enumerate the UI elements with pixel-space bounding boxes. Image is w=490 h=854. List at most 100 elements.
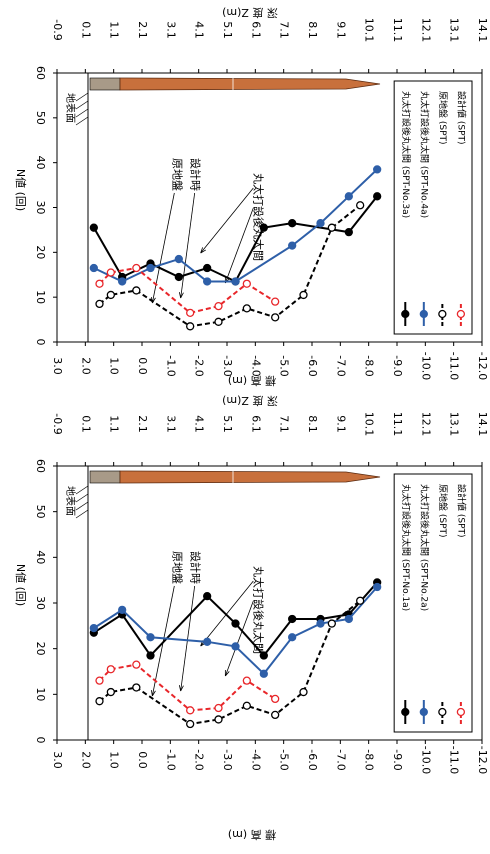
data-point: [119, 278, 126, 285]
x2-axis-title: 深 度 Z(m): [222, 6, 278, 20]
data-point: [374, 166, 381, 173]
x-tick-label: -5.0: [278, 355, 291, 376]
data-point: [96, 698, 103, 705]
x2-tick-label: 7.1: [278, 415, 291, 433]
data-point: [147, 652, 154, 659]
x2-tick-label: 0.1: [79, 415, 92, 433]
x-tick-label: 3.0: [51, 751, 64, 769]
legend-marker: [420, 709, 427, 716]
legend-marker: [420, 311, 427, 318]
x2-tick-label: 0.1: [79, 21, 92, 39]
data-point: [289, 615, 296, 622]
x2-tick-label: -0.9: [51, 413, 64, 434]
legend-marker: [402, 709, 409, 716]
data-point: [187, 707, 194, 714]
y-tick-label: 40: [34, 156, 47, 170]
data-point: [260, 652, 267, 659]
x2-tick-label: 4.1: [193, 21, 206, 39]
data-point: [147, 634, 154, 641]
ground-label: 地表面: [64, 93, 77, 123]
data-point: [289, 634, 296, 641]
data-point: [374, 584, 381, 591]
data-point: [107, 666, 114, 673]
x-tick-label: 1.0: [108, 751, 121, 769]
x2-tick-label: 8.1: [306, 415, 319, 433]
x2-tick-label: 9.1: [334, 21, 347, 39]
x-tick-label: -6.0: [306, 355, 319, 376]
x-tick-label: 0.0: [136, 357, 149, 375]
x2-tick-label: 5.1: [221, 21, 234, 39]
data-point: [133, 684, 140, 691]
legend-label: 丸太打設後丸太間 (SPT-No.4a): [418, 91, 430, 218]
x2-tick-label: 6.1: [249, 415, 262, 433]
data-point: [357, 597, 364, 604]
legend: 丸太打設後丸太間 (SPT-No.1a)丸太打設後丸太間 (SPT-No.2a)…: [394, 474, 472, 732]
data-point: [317, 620, 324, 627]
y-tick-label: 20: [34, 245, 47, 259]
data-point: [204, 278, 211, 285]
log-head: [90, 471, 120, 483]
data-point: [345, 229, 352, 236]
y-tick-label: 0: [34, 339, 47, 346]
legend-marker: [439, 709, 446, 716]
data-point: [300, 689, 307, 696]
data-point: [345, 193, 352, 200]
x2-tick-label: 10.1: [363, 412, 376, 437]
data-point: [289, 220, 296, 227]
annotation: 設計時: [189, 551, 203, 584]
data-point: [133, 287, 140, 294]
figure: 01020304050603.02.01.00.0-1.0-2.0-3.0-4.…: [0, 0, 490, 854]
data-point: [96, 300, 103, 307]
y-tick-label: 10: [34, 290, 47, 304]
y-tick-label: 40: [34, 550, 47, 564]
x2-tick-label: 13.1: [448, 18, 461, 43]
data-point: [232, 643, 239, 650]
legend-label: 原地盤 (SPT): [437, 484, 449, 538]
legend-label: 設計値 (SPT): [455, 91, 467, 145]
data-point: [96, 280, 103, 287]
x-tick-label: -11.0: [448, 746, 461, 774]
data-point: [187, 309, 194, 316]
data-point: [260, 670, 267, 677]
x-tick-label: 2.0: [79, 357, 92, 375]
x2-tick-label: 2.1: [136, 21, 149, 39]
data-point: [232, 278, 239, 285]
data-point: [175, 273, 182, 280]
x2-tick-label: 13.1: [448, 412, 461, 437]
x2-tick-label: 3.1: [164, 21, 177, 39]
x2-tick-label: 10.1: [363, 18, 376, 43]
legend-marker: [402, 311, 409, 318]
y-tick-label: 20: [34, 642, 47, 656]
y-axis-title: N値 (回): [14, 564, 27, 606]
legend-label: 丸太打設後丸太間 (SPT-No.3a): [400, 91, 412, 218]
data-point: [289, 242, 296, 249]
annotation: 原地盤: [170, 158, 183, 191]
data-point: [260, 224, 267, 231]
data-point: [204, 265, 211, 272]
legend-label: 丸太打設後丸太間 (SPT-No.2a): [418, 484, 430, 611]
data-point: [107, 269, 114, 276]
log-head: [90, 78, 120, 90]
x-tick-label: 1.0: [108, 357, 121, 375]
data-point: [357, 202, 364, 209]
x-tick-label: -1.0: [164, 749, 177, 770]
data-point: [90, 625, 97, 632]
x2-tick-label: 12.1: [419, 18, 432, 43]
data-point: [175, 256, 182, 263]
data-point: [107, 689, 114, 696]
data-point: [272, 711, 279, 718]
x-tick-label: -4.0: [249, 355, 262, 376]
y-tick-label: 30: [34, 201, 47, 215]
x-tick-label: -6.0: [306, 749, 319, 770]
x2-tick-label: 1.1: [108, 415, 121, 433]
x-tick-label: -9.0: [391, 749, 404, 770]
y-tick-label: 10: [34, 687, 47, 701]
x2-axis-title: 深 度 Z(m): [222, 394, 278, 408]
data-point: [243, 305, 250, 312]
chart-panel: 01020304050603.02.01.00.0-1.0-2.0-3.0-4.…: [14, 394, 489, 842]
data-point: [187, 323, 194, 330]
data-point: [243, 702, 250, 709]
legend-marker: [457, 709, 464, 716]
annotation: 原地盤: [170, 551, 183, 584]
data-point: [90, 265, 97, 272]
